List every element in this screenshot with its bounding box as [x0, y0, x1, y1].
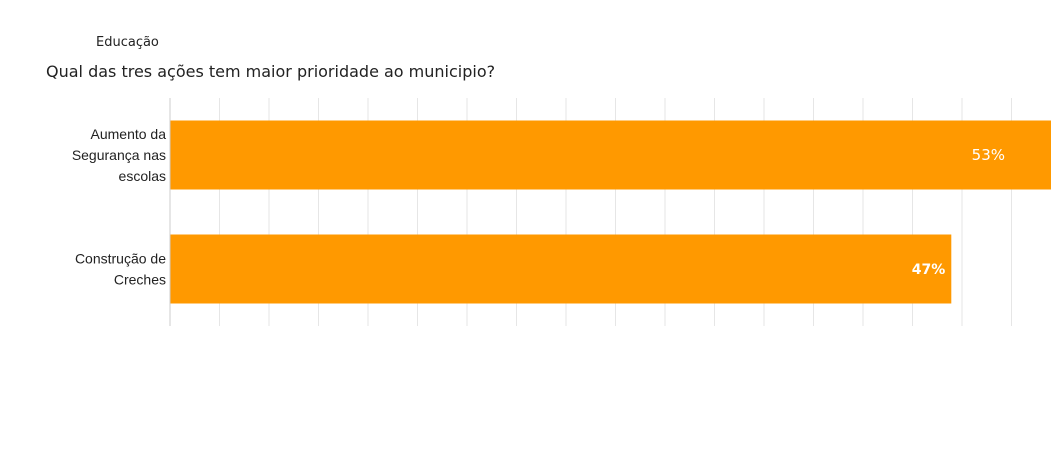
category-label: Construção de Creches: [75, 251, 166, 288]
category-label-line: escolas: [119, 168, 166, 184]
category-label-line: Construção de: [75, 251, 166, 267]
bar: [170, 234, 952, 304]
data-label: 47%: [912, 262, 946, 278]
category-label-line: Aumento da: [91, 126, 167, 142]
bar: [170, 120, 1051, 190]
bars: [170, 120, 1051, 304]
chart-subtitle: Educação: [96, 35, 159, 50]
data-labels: 53% 47%: [912, 146, 1005, 278]
chart-title: Qual das tres ações tem maior prioridade…: [46, 62, 495, 81]
category-labels: Aumento da Segurança nas escolas Construção…: [72, 126, 166, 288]
category-label: Aumento da Segurança nas escolas: [72, 126, 166, 184]
category-label-line: Segurança nas: [72, 147, 166, 163]
data-label: 53%: [972, 146, 1005, 164]
category-label-line: Creches: [114, 272, 166, 288]
